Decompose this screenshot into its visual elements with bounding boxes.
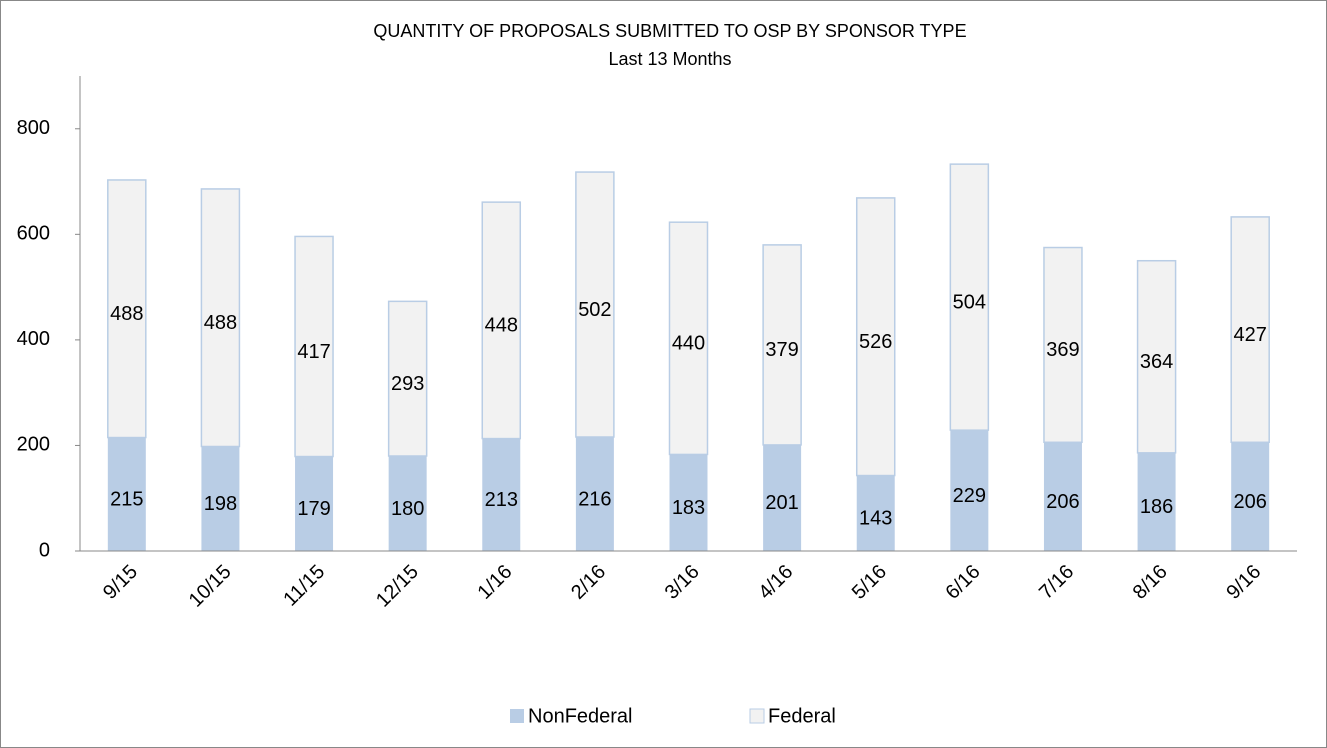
y-tick-label: 400	[17, 328, 50, 350]
bar-segment	[762, 244, 802, 446]
data-label: 201	[765, 492, 798, 514]
data-label: 448	[485, 315, 518, 337]
bar-segment	[856, 475, 895, 551]
y-tick-label: 200	[17, 434, 50, 456]
chart-title: QUANTITY OF PROPOSALS SUBMITTED TO OSP B…	[373, 21, 966, 41]
legend-label: Federal	[768, 705, 836, 727]
bar-segment	[294, 235, 334, 458]
y-tick-label: 800	[17, 117, 50, 139]
bar-segment	[1043, 246, 1083, 444]
bar-segment	[481, 201, 522, 440]
data-label: 206	[1046, 491, 1079, 513]
data-label: 198	[204, 493, 237, 515]
bar-segment	[1230, 216, 1270, 444]
legend-swatch	[510, 709, 524, 723]
data-label: 488	[204, 312, 237, 334]
bar-segment	[855, 197, 896, 477]
legend-label: NonFederal	[528, 705, 633, 727]
data-label: 364	[1140, 351, 1173, 373]
data-label: 417	[297, 341, 330, 363]
data-label: 186	[1140, 496, 1173, 518]
data-label: 213	[485, 489, 518, 511]
bar-segment	[575, 437, 614, 551]
bar-segment	[388, 456, 427, 551]
bar-segment	[107, 179, 147, 439]
bar-segment	[387, 300, 428, 457]
data-label: 502	[578, 299, 611, 321]
data-label: 143	[859, 508, 892, 530]
data-label: 526	[859, 331, 892, 353]
data-label: 179	[297, 498, 330, 520]
legend-swatch	[749, 708, 765, 724]
data-label: 206	[1234, 491, 1267, 513]
bar-segment	[201, 446, 240, 551]
y-tick-label: 600	[17, 223, 50, 245]
bar-segment	[295, 456, 334, 551]
data-label: 215	[110, 489, 143, 511]
data-label: 183	[672, 497, 705, 519]
bar-segment	[1043, 442, 1082, 551]
bar-segment	[949, 163, 990, 431]
bar-segment	[1136, 259, 1177, 454]
bar-segment	[107, 437, 146, 551]
data-label: 427	[1234, 324, 1267, 346]
bar-segment	[669, 454, 708, 551]
data-label: 369	[1046, 339, 1079, 361]
data-label: 504	[953, 291, 986, 313]
y-tick-label: 0	[39, 539, 50, 561]
bar-segment	[950, 430, 989, 551]
data-label: 180	[391, 498, 424, 520]
bar-segment	[668, 221, 709, 456]
data-label: 229	[953, 485, 986, 507]
data-label: 440	[672, 333, 705, 355]
data-label: 216	[578, 488, 611, 510]
bar-segment	[763, 444, 802, 551]
data-label: 293	[391, 373, 424, 395]
bar-segment	[575, 171, 615, 438]
bar-segment	[1231, 442, 1270, 551]
bar-segment	[482, 438, 521, 551]
chart-subtitle: Last 13 Months	[608, 49, 731, 69]
bar-segment	[1137, 452, 1176, 551]
bar-segment	[200, 188, 241, 448]
data-label: 379	[765, 339, 798, 361]
data-label: 488	[110, 303, 143, 325]
